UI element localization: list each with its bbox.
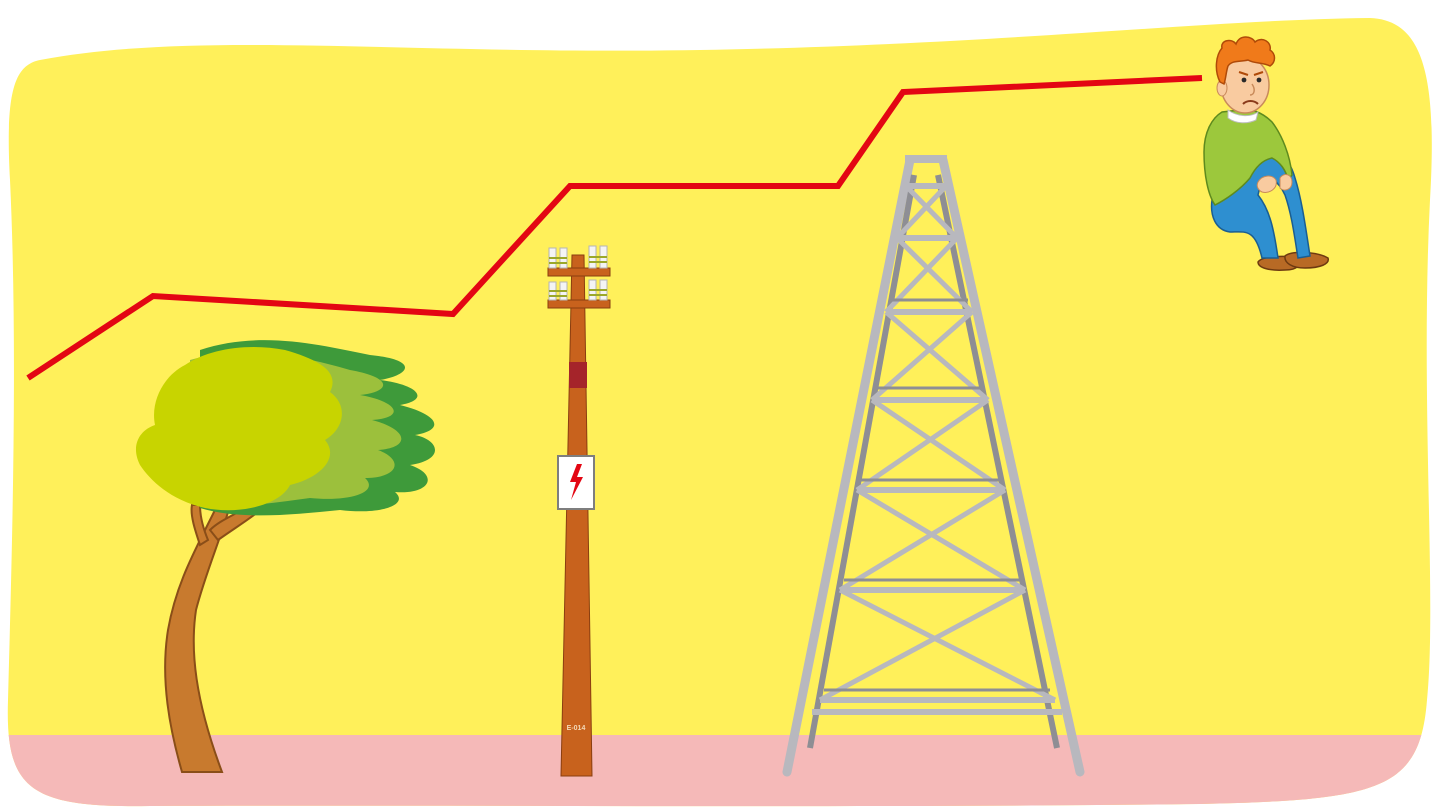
- tree-foliage-light: [135, 346, 342, 511]
- power-line: [26, 75, 1203, 381]
- crossarm-bottom: [547, 299, 611, 309]
- insulator-springs: [549, 256, 607, 297]
- tower-top-cap: [905, 155, 947, 163]
- utility-pole-icon: E-014: [547, 245, 611, 777]
- lattice-tower-icon: [782, 155, 1085, 777]
- person-sweater: [1203, 108, 1293, 206]
- person-mouth-sad: [1242, 100, 1259, 105]
- windswept-tree-icon: [135, 340, 435, 773]
- person-eye-left: [1241, 77, 1247, 83]
- person-eye-right: [1256, 77, 1262, 83]
- pole-band: [569, 362, 587, 388]
- tower-rungs: [812, 183, 1062, 715]
- person-collar: [1227, 109, 1259, 124]
- person-hair: [1215, 36, 1276, 86]
- person-hand-right: [1279, 174, 1293, 191]
- pole-label: E-014: [567, 725, 586, 732]
- person-nose: [1249, 83, 1255, 96]
- tower-legs: [782, 155, 1085, 777]
- person-hand: [1256, 175, 1277, 193]
- tower-brace-shadows: [824, 298, 1050, 692]
- crossarm-top: [547, 267, 611, 277]
- high-voltage-sign-icon: [557, 455, 595, 510]
- person-brows: [1238, 71, 1264, 76]
- sad-person-icon: [1203, 36, 1329, 271]
- ground: [7, 735, 1432, 807]
- tower-inner-legs: [807, 174, 1060, 749]
